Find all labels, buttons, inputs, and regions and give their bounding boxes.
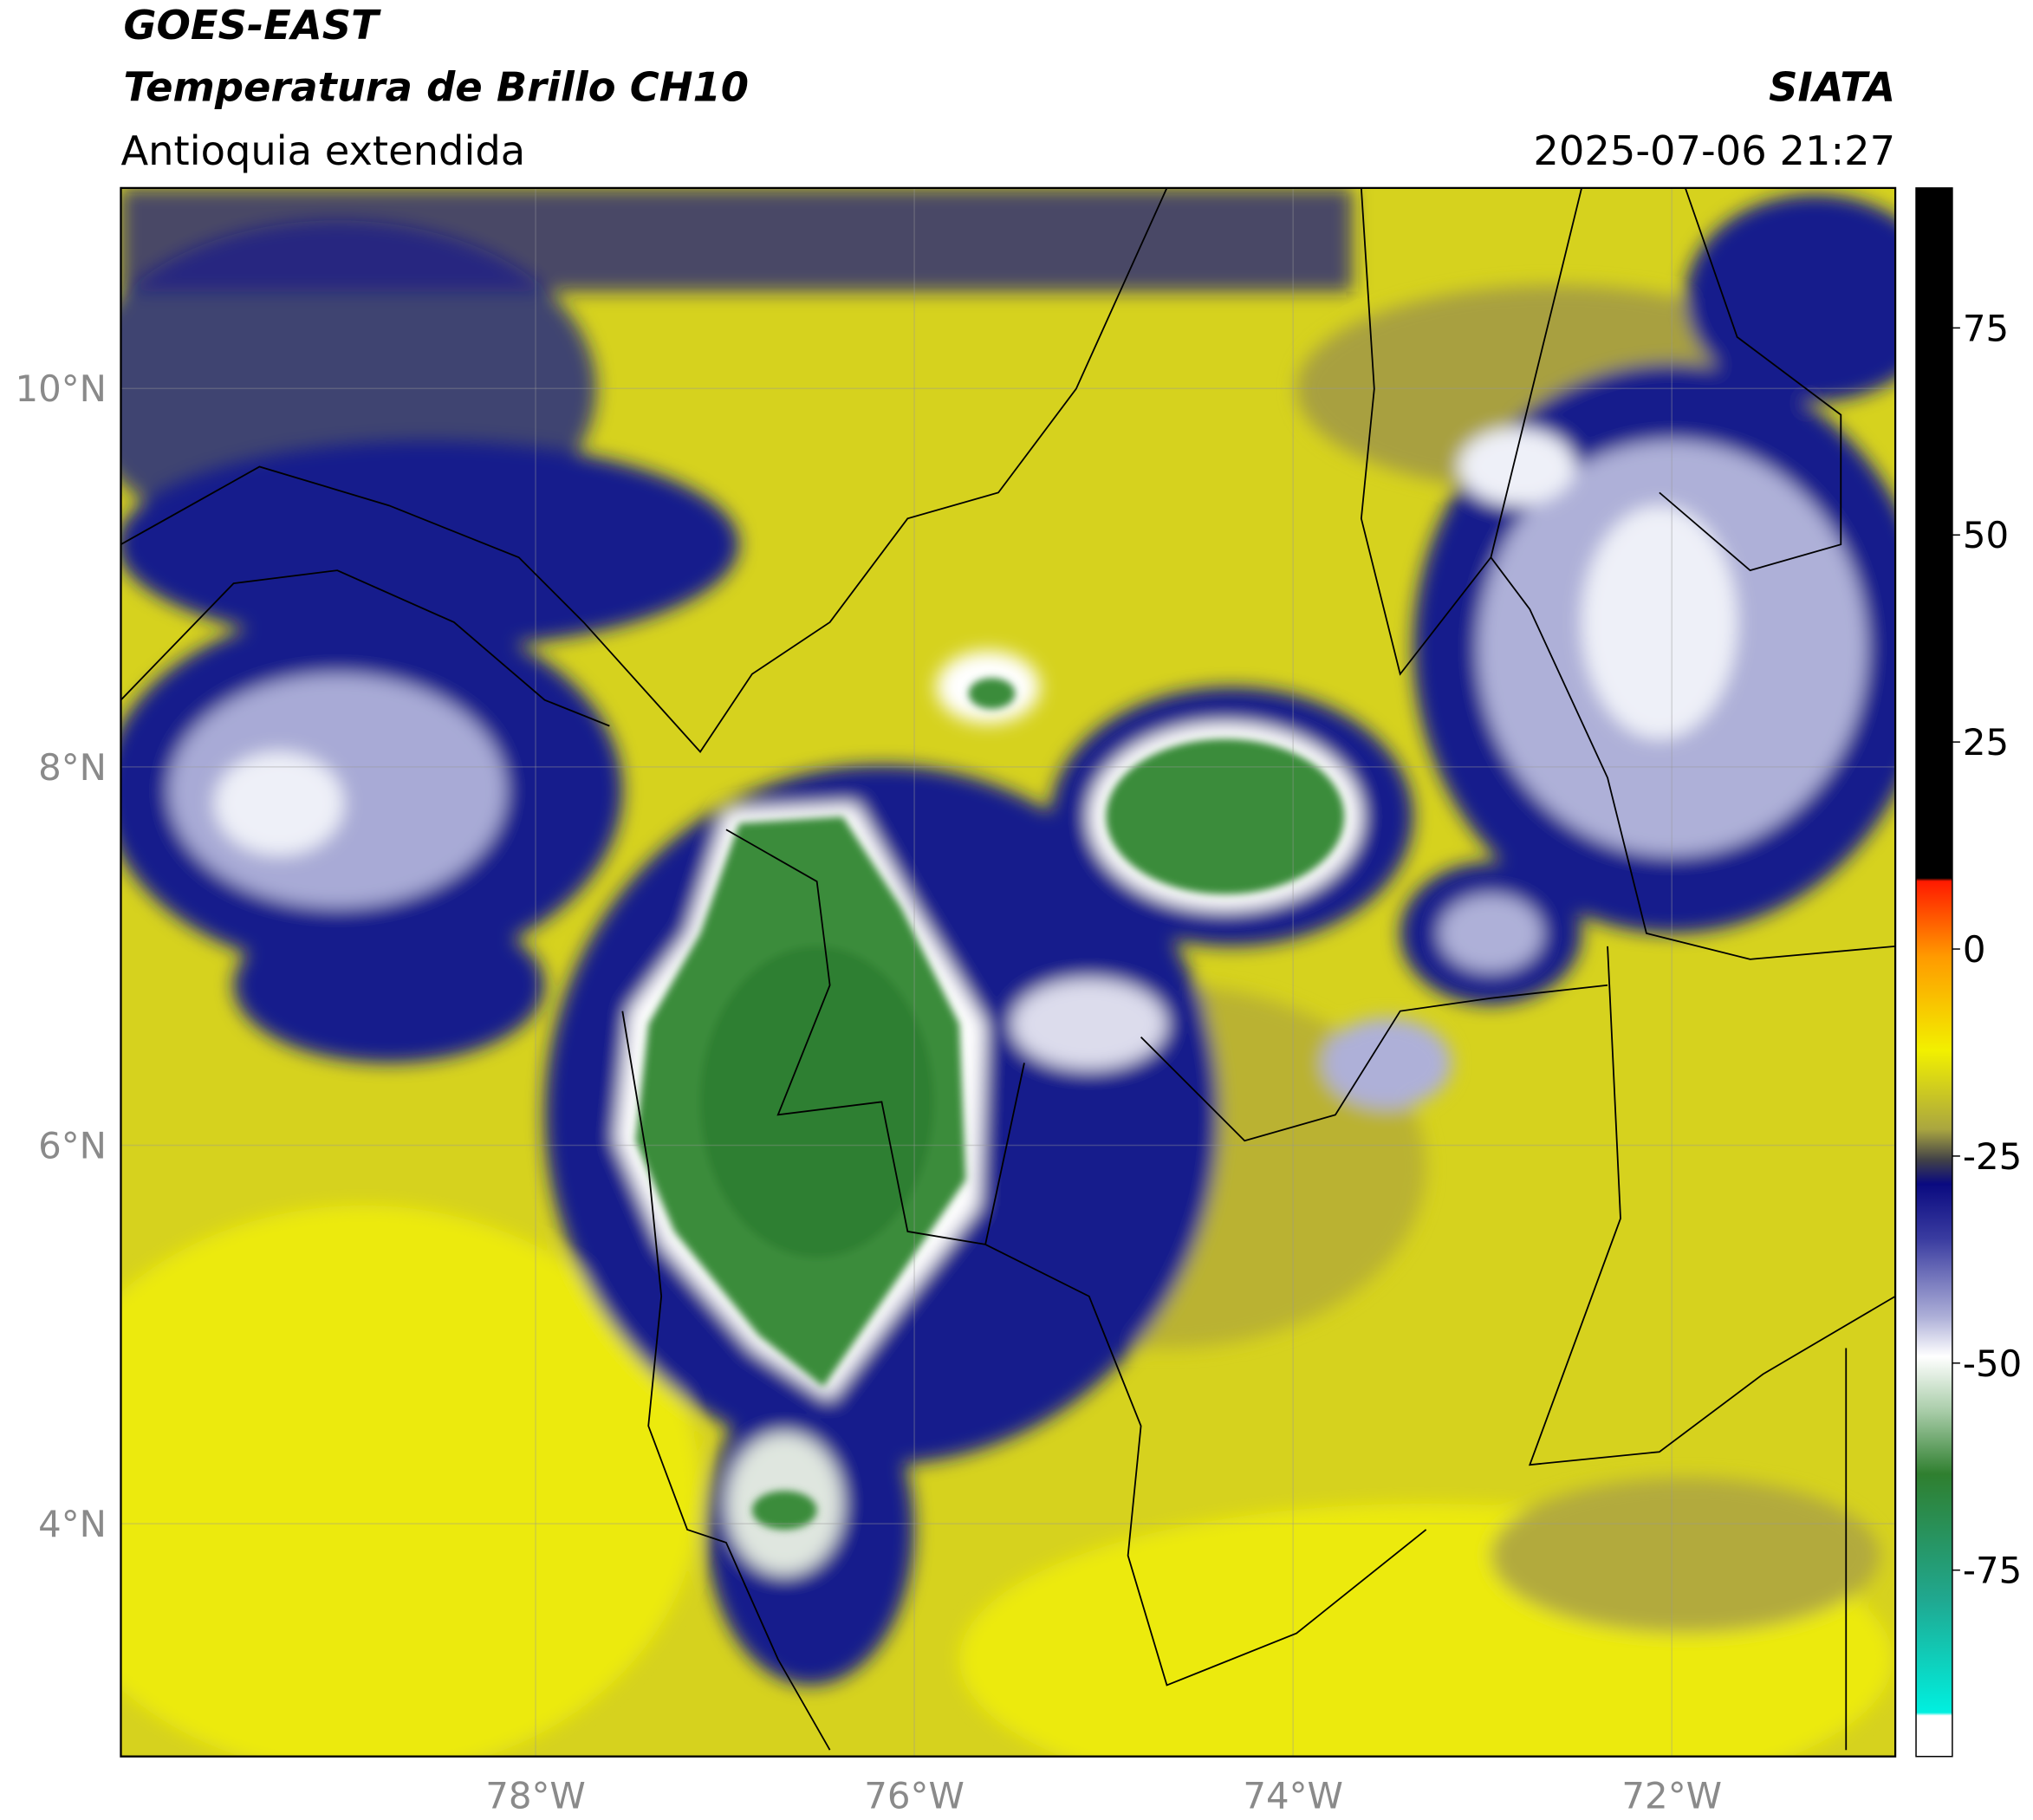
- subtitle: Temperatura de Brillo CH10: [123, 64, 749, 111]
- cloud: [1322, 1017, 1452, 1108]
- map: [120, 187, 1896, 1757]
- colorbar-tick-label: -75: [1963, 1550, 2022, 1592]
- warm-area: [120, 1206, 700, 1757]
- cloud: [1439, 894, 1543, 972]
- cloud: [1685, 194, 1896, 402]
- border: [984, 1244, 1427, 1687]
- region: Antioquia extendida: [120, 127, 525, 174]
- cold-cores: [635, 678, 1345, 1530]
- source: SIATA: [1769, 64, 1895, 111]
- cloud: [1458, 427, 1575, 506]
- colorbar-tick-label: -50: [1963, 1342, 2022, 1385]
- core: [1106, 738, 1345, 895]
- grid: [120, 187, 1896, 1757]
- cloud: [1582, 505, 1737, 739]
- map-border: [120, 186, 1897, 1758]
- border: [1528, 946, 1896, 1466]
- core: [968, 678, 1016, 710]
- cloud: [120, 440, 739, 648]
- axes: 78°W 76°W 74°W 72°W 4°N 6°N 8°N 10°N 75 50 25 0 -25 -…: [15, 307, 2022, 1817]
- lon-tick-label: 74°W: [1243, 1775, 1343, 1817]
- storm-halo: [1011, 978, 1167, 1069]
- core: [751, 1491, 817, 1530]
- colorbar-tick-label: 50: [1963, 514, 2009, 556]
- datetime: 2025-07-06 21:27: [1533, 127, 1895, 174]
- lat-tick-label: 8°N: [38, 746, 107, 789]
- title: GOES-EAST: [123, 2, 381, 49]
- lat-tick-label: 4°N: [38, 1503, 107, 1545]
- colorbar: [1915, 187, 1953, 1758]
- border: [1490, 556, 1896, 960]
- border: [1140, 984, 1608, 1142]
- border: [621, 1011, 831, 1751]
- colorbar-tick-label: 25: [1963, 721, 2009, 764]
- lon-tick-label: 76°W: [864, 1775, 965, 1817]
- core: [700, 946, 934, 1258]
- colorbar-tick-label: 75: [1963, 307, 2009, 349]
- border: [120, 187, 1168, 753]
- lat-tick-label: 10°N: [15, 367, 107, 410]
- lon-tick-label: 72°W: [1621, 1775, 1722, 1817]
- border: [1659, 187, 1842, 572]
- cloud: [214, 751, 344, 856]
- border: [1360, 187, 1583, 676]
- colorbar-tick-label: -25: [1963, 1135, 2022, 1178]
- olive-area: [1491, 1478, 1880, 1634]
- lon-tick-label: 78°W: [485, 1775, 586, 1817]
- lat-tick-label: 6°N: [38, 1125, 107, 1167]
- border: [120, 569, 610, 727]
- border: [725, 829, 1025, 1245]
- borders: [120, 187, 1896, 1751]
- colorbar-tick-label: 0: [1963, 928, 1986, 971]
- cloud: [233, 907, 545, 1063]
